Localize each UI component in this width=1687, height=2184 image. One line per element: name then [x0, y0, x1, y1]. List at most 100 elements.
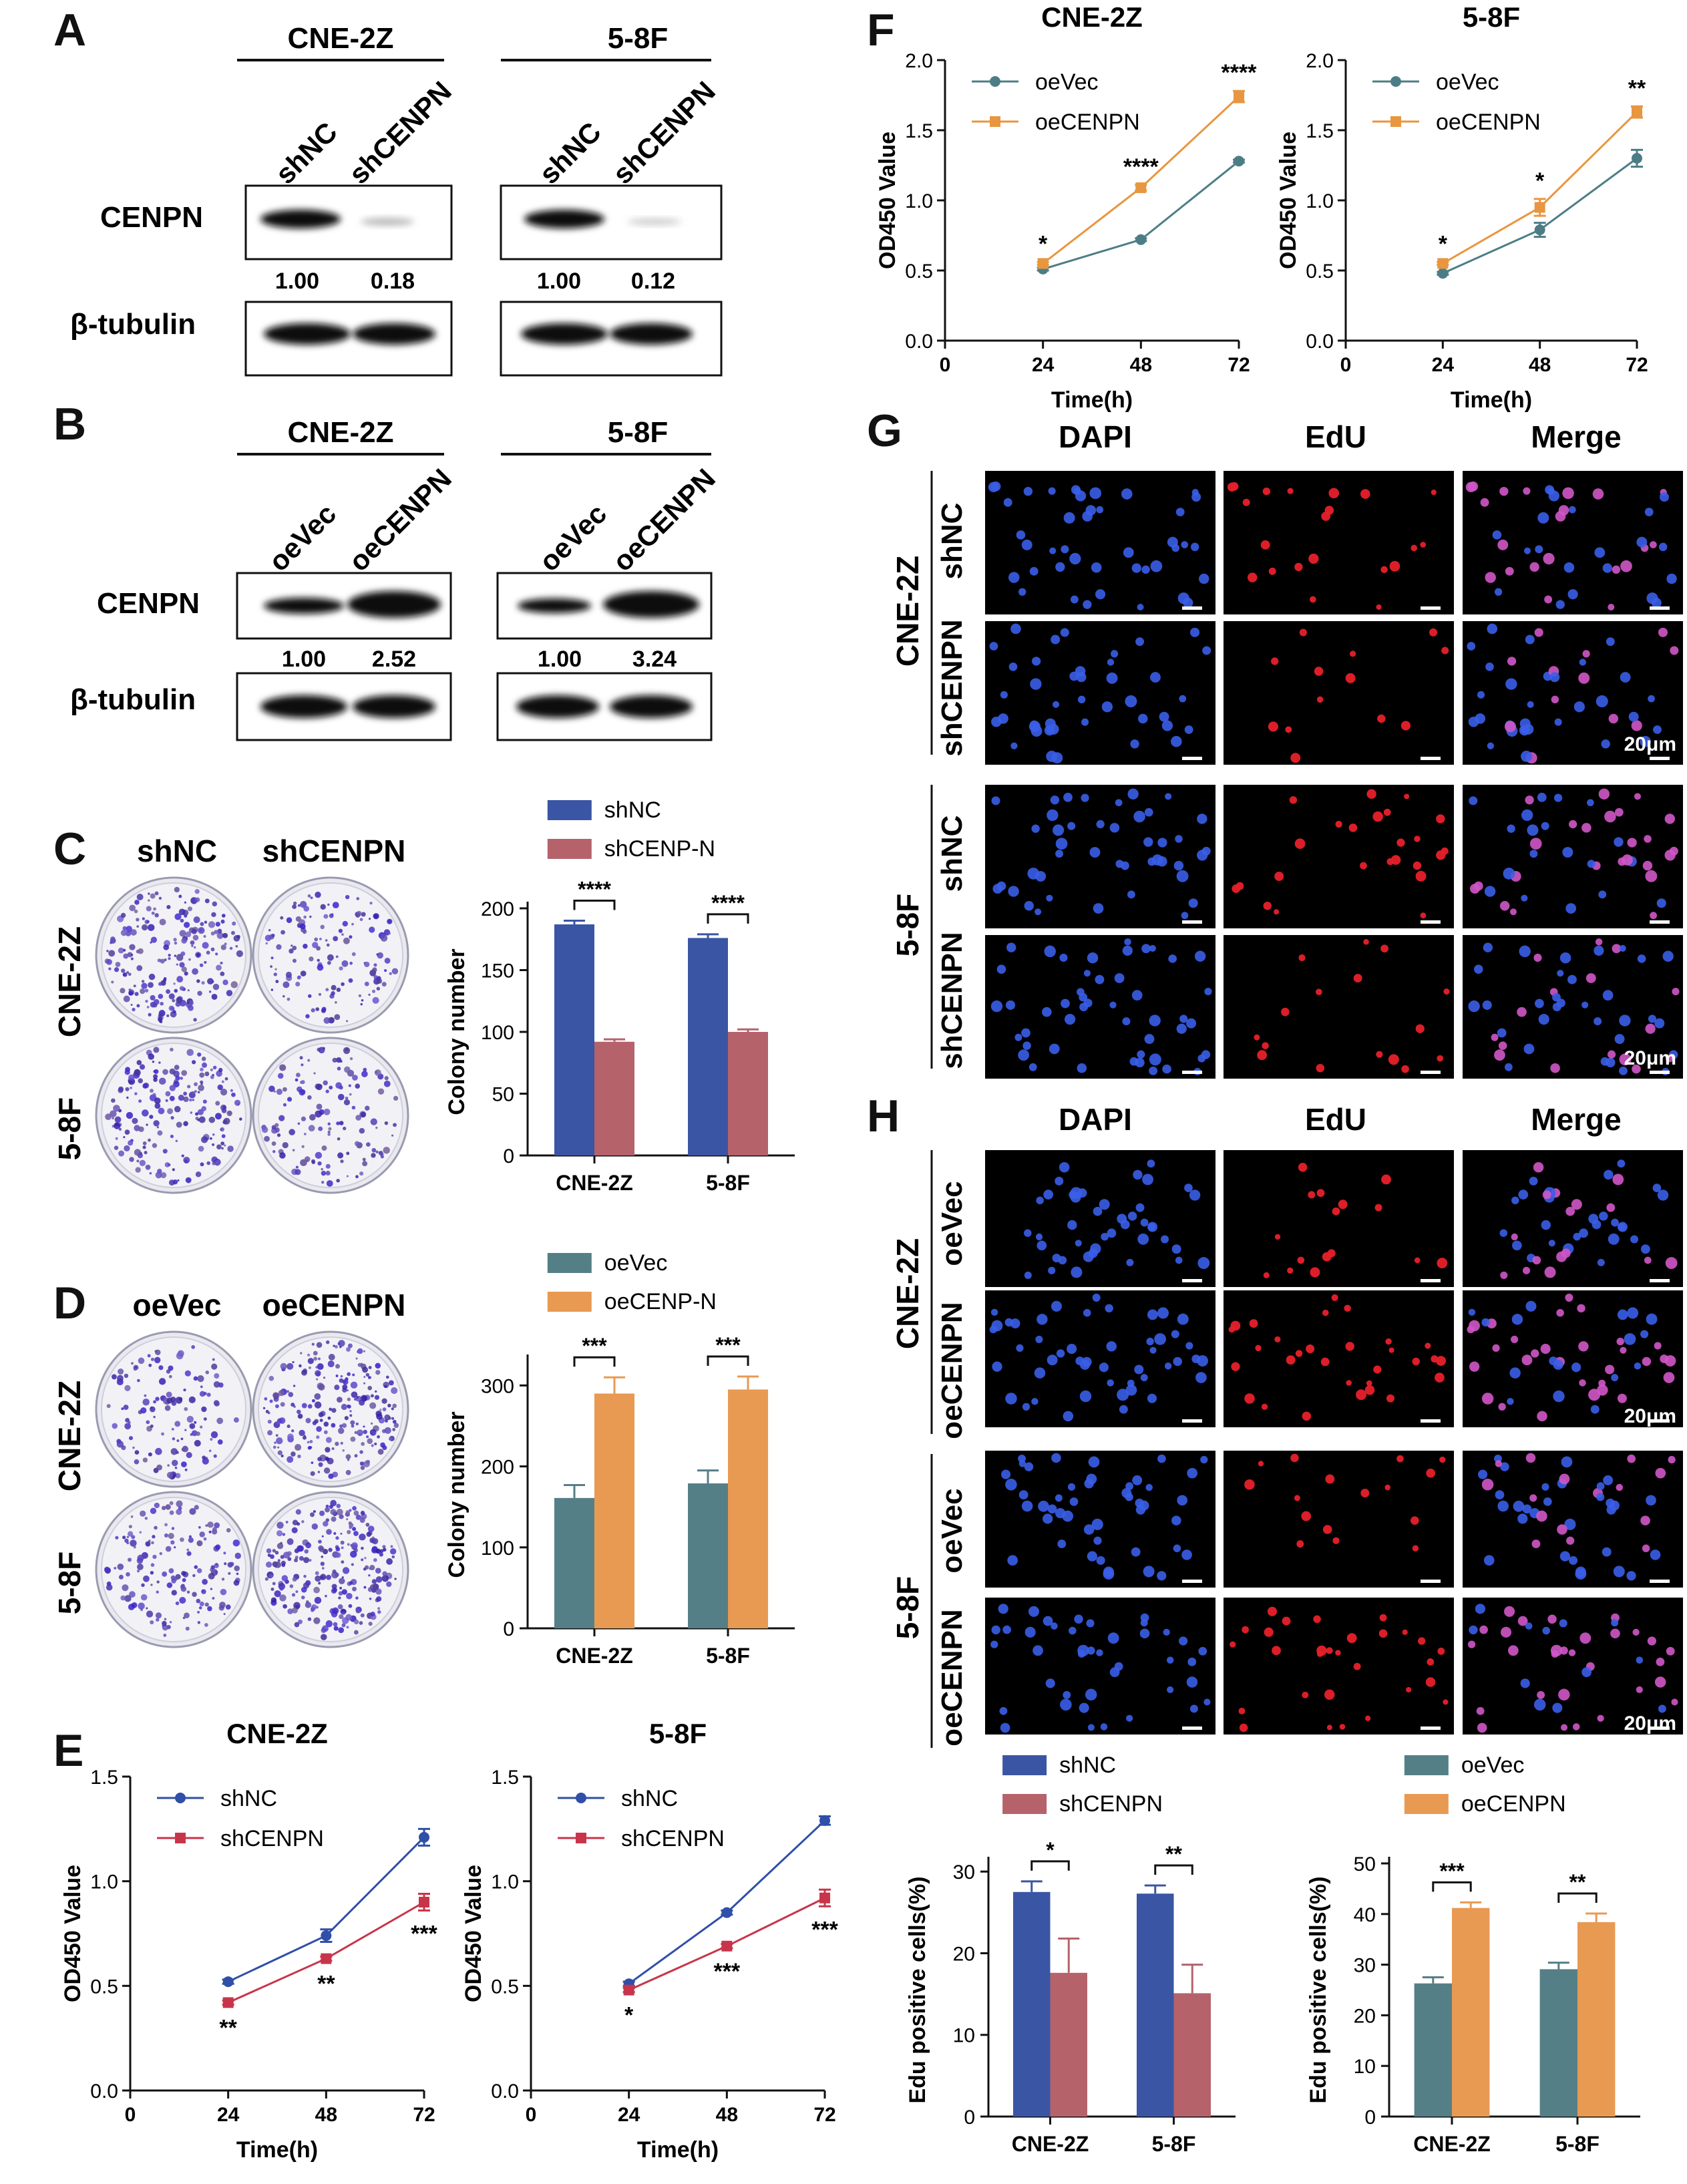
panel-label-e: E [53, 1725, 84, 1776]
y-tick-label: 300 [481, 1375, 514, 1397]
western-blot-a: CNE-2Z 5-8F shNC shCENPN shNC shCENPN CE… [70, 22, 723, 377]
scale-bar [1650, 920, 1670, 924]
data-point [1437, 258, 1449, 269]
edu-h-group-58f: 5-8F [890, 1576, 925, 1640]
legend-label: oeVec [1035, 69, 1099, 95]
blot-b-cell-cne2z: CNE-2Z [288, 416, 394, 449]
data-point [1632, 153, 1642, 164]
significance-label: ** [1165, 1842, 1182, 1866]
significance-label: ** [1569, 1870, 1586, 1894]
microscopy-field [1224, 1451, 1454, 1588]
od450-chart-f-cne2z: CNE-2Z oeVec oeCENPN 0.0 0.5 1.0 1.5 2.0 0 24 48 72… [875, 1, 1258, 413]
blot-b-row-cenpn: CENPN [97, 587, 200, 620]
blot-a-lane-shnc-2: shNC [533, 116, 607, 190]
legend-swatch [547, 1253, 592, 1273]
legend-marker [576, 1793, 586, 1803]
significance-label: **** [1222, 60, 1258, 85]
edu-h-scale-1: 20μm [1624, 1405, 1676, 1427]
y-tick-label: 1.5 [90, 1767, 118, 1789]
legend-swatch [547, 839, 592, 859]
y-tick-label: 10 [1354, 2056, 1376, 2078]
y-tick-label: 0 [503, 1145, 514, 1167]
x-tick-label: 72 [1228, 354, 1250, 376]
significance-label: * [1439, 231, 1448, 256]
legend-swatch [1404, 1755, 1449, 1775]
significance-label: *** [715, 1333, 741, 1357]
scale-bar [1182, 1071, 1202, 1074]
legend-label: shNC [220, 1786, 277, 1811]
edu-g-scale-2: 20μm [1624, 1047, 1676, 1069]
edu-images-h: DAPI EdU Merge CNE-2Z 5-8F oeVec oeCENPN… [890, 1102, 1683, 1748]
scale-bar [1182, 606, 1202, 610]
data-point [819, 1815, 830, 1826]
colony-d-col-oevec: oeVec [133, 1288, 222, 1322]
x-tick-label: 0 [526, 2104, 537, 2126]
data-point [1234, 156, 1244, 167]
edu-h-row-oecenpn-1: oeCENPN [936, 1302, 968, 1439]
edu-h-group-cne2z: CNE-2Z [890, 1238, 925, 1349]
edu-chart-g: shNC shCENPN 0 10 20 30 Edu positive cells(%) C… [905, 1753, 1236, 2156]
blot-a-quant-4: 0.12 [631, 268, 675, 294]
legend-marker [990, 76, 1000, 87]
y-tick-label: 0 [503, 1618, 514, 1640]
x-tick-label: 48 [315, 2104, 337, 2126]
data-point [1037, 258, 1049, 269]
y-tick-label: 1.0 [90, 1871, 118, 1893]
y-tick-label: 0 [1364, 2107, 1376, 2129]
chart-title: 5-8F [1463, 1, 1520, 33]
blot-a-row-tubulin: β-tubulin [70, 308, 196, 341]
y-tick-label: 2.0 [905, 50, 933, 72]
od450-chart-f-58f: 5-8F oeVec oeCENPN 0.0 0.5 1.0 1.5 2.0 0 24 48 72 Ti… [1276, 1, 1648, 413]
y-tick-label: 0.5 [1306, 260, 1334, 283]
blot-a-cell-58f: 5-8F [608, 22, 668, 55]
y-tick-label: 0 [964, 2107, 975, 2129]
blot-b-quant-1: 1.00 [282, 647, 326, 672]
y-tick-label: 150 [481, 960, 514, 982]
colony-number-chart-d: oeVec oeCENP-N 0 100 200 300 Colony number CNE-… [444, 1250, 795, 1668]
x-tick-label: 48 [1529, 354, 1551, 376]
colony-plates-c: shNC shCENPN CNE-2Z 5-8F [52, 834, 409, 1194]
legend-swatch [547, 800, 592, 820]
edu-g-group-58f: 5-8F [890, 894, 925, 957]
colony-plate [95, 876, 252, 1034]
legend-label: shCENPN [1059, 1791, 1163, 1817]
y-tick-label: 200 [481, 898, 514, 920]
x-tick-label: 0 [1340, 354, 1352, 376]
bar [554, 1497, 594, 1628]
scale-bar [1182, 1580, 1202, 1583]
colony-d-row-58f: 5-8F [52, 1552, 87, 1615]
colony-c-row-cne2z: CNE-2Z [52, 926, 87, 1037]
data-point [1632, 106, 1642, 118]
scale-bar [1182, 1726, 1202, 1730]
significance-label: ** [219, 2016, 237, 2041]
y-tick-label: 1.5 [1306, 120, 1334, 142]
bar [1452, 1907, 1490, 2117]
x-tick-label: CNE-2Z [1012, 2132, 1089, 2156]
colony-c-row-58f: 5-8F [52, 1097, 87, 1161]
y-axis-label: OD450 Value [1276, 132, 1301, 269]
bar [1137, 1893, 1174, 2117]
colony-number-chart-c: shNC shCENP-N 0 50 100 150 200 Colony number CNE… [444, 797, 795, 1195]
data-point [222, 1976, 234, 1988]
blot-a-row-cenpn: CENPN [100, 201, 203, 234]
blot-b-quant-3: 1.00 [538, 647, 582, 672]
colony-plate [252, 1330, 409, 1488]
x-axis-label: Time(h) [637, 2137, 719, 2163]
legend-label: shCENP-N [604, 836, 715, 862]
x-tick-label: 72 [413, 2104, 435, 2126]
legend-label: shNC [1059, 1753, 1116, 1778]
x-axis-label: Time(h) [1051, 387, 1133, 413]
x-tick-label: CNE-2Z [556, 1644, 633, 1668]
data-point [1534, 202, 1545, 213]
y-axis-label: Edu positive cells(%) [1306, 1876, 1331, 2103]
y-tick-label: 200 [481, 1457, 514, 1479]
bar [1539, 1969, 1577, 2117]
legend-label: shNC [621, 1786, 678, 1811]
y-tick-label: 0.5 [491, 1976, 519, 1998]
microscopy-field [985, 1150, 1215, 1287]
data-point [419, 1897, 429, 1907]
y-tick-label: 50 [1354, 1853, 1376, 1875]
panel-label-b: B [53, 399, 87, 449]
x-tick-label: 48 [1130, 354, 1152, 376]
y-tick-label: 30 [953, 1861, 975, 1883]
